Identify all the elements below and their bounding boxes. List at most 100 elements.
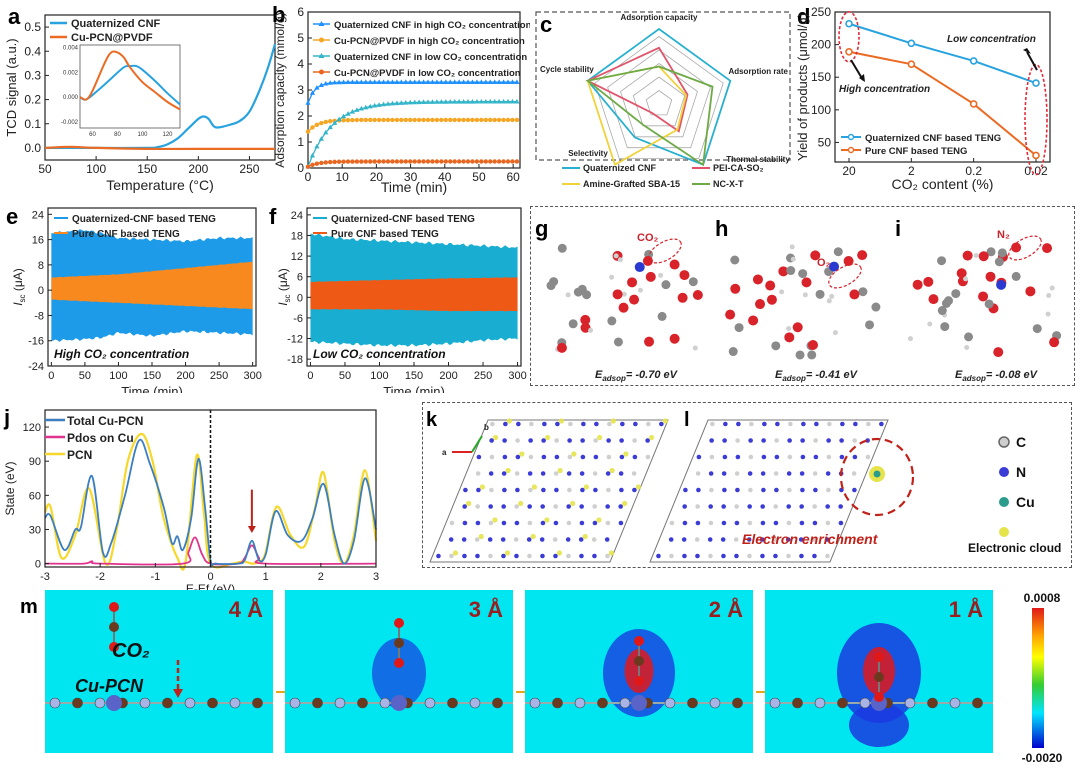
legend-label: PEI-CA-SO₂ [713,163,764,173]
inset-x-tick-label: 60 [89,132,96,138]
lattice-atom [539,537,545,542]
lattice-atom [787,487,792,493]
panel-label: l [684,409,690,431]
atom [642,255,653,266]
atom [730,255,740,265]
lattice-atom [502,438,507,443]
inset-y-tick-label: 0.002 [63,70,79,76]
electron-cloud [622,500,628,507]
atom [1045,311,1051,317]
y-tick-label: 3 [297,83,304,97]
data-point [438,79,444,84]
data-point [403,99,409,105]
lattice-atom [528,487,533,493]
data-point [305,164,311,169]
atom [826,298,832,304]
y-tick-label: 18 [291,230,303,242]
data-point [845,19,853,28]
x-tick-label: 2 [908,164,915,178]
data-point [907,39,916,48]
adsorption-energy: Eadsop= -0.41 eV [775,369,859,383]
lattice-atom [785,537,791,542]
lattice-atom [852,487,857,493]
lattice-atom [462,553,467,559]
lattice-atom [566,520,572,526]
lattice-atom [761,487,766,493]
data-point [332,120,338,125]
atom [928,294,939,305]
radar-axis-label: Adsorption capacity [621,13,698,22]
axes-frame [44,14,276,161]
data-point [412,159,417,164]
atom [677,292,688,303]
panel-label: g [535,216,548,241]
legend-marker [319,69,324,75]
data-point [385,79,391,85]
x-tick-label: 250 [210,370,228,382]
y-tick-label: 0.1 [24,117,41,131]
lattice-atom [565,537,571,542]
lattice-atom [825,553,830,559]
atom [940,322,950,332]
panel-label: h [715,216,728,241]
lattice-atom [553,471,559,476]
adsorption-energy: Eadsop= -0.08 eV [955,369,1039,383]
data-point [305,129,311,134]
data-point [354,117,360,123]
data-point [340,113,347,119]
atom [1011,242,1022,253]
atom [798,269,808,279]
data-point [399,117,404,123]
oxygen-atom [394,658,404,668]
data-point [514,117,520,123]
atom [557,243,567,253]
data-point [359,117,364,123]
data-point [367,103,373,109]
substrate-atom [709,697,721,709]
data-point [340,79,347,85]
inset-x-tick-label: 100 [137,132,148,138]
x-tick-label: 60 [506,170,520,184]
colorbar [1032,608,1044,748]
data-point [372,102,378,108]
lattice-atom [502,487,507,493]
legend-label: Pure CNF based TENG [72,229,180,240]
data-point [398,100,404,105]
lattice-atom [605,520,611,526]
lattice-atom [709,487,714,493]
lattice-atom [527,504,532,509]
lattice-atom [488,471,494,476]
data-point [319,160,324,166]
atom [937,306,947,316]
data-point [469,98,476,104]
atom [778,266,789,277]
substrate-atom [574,697,586,709]
carbon-atom [109,622,119,632]
substrate-atom [792,697,803,709]
panel-c: c Adsorption capacity Adsorption rate Therm… [530,0,795,200]
electron-cloud [608,550,615,556]
adsorbate-label: N₂ [997,229,1010,241]
data-point [447,99,453,104]
atom [865,320,875,330]
x-axis-label: CO₂ content (%) [892,176,994,192]
data-point [492,98,498,104]
lattice-atom [514,553,519,559]
atom [962,250,973,261]
data-point [474,159,480,164]
lattice-atom [500,537,506,542]
lattice-atom [618,471,624,476]
y-tick-label: 8 [38,260,44,272]
radar-axis-label: Selectivity [568,149,608,158]
lattice-atom [760,520,766,526]
lattice-atom [839,438,844,443]
data-point [381,117,386,123]
y-tick-label: -6 [293,313,303,325]
substrate-atom [312,697,323,709]
legend-label: Amine-Grafted SBA-15 [583,179,680,189]
data-point [501,117,506,123]
lattice-atom [749,421,754,427]
inset-y-tick-label: -0.002 [61,120,79,126]
lattice-atom [645,454,651,460]
